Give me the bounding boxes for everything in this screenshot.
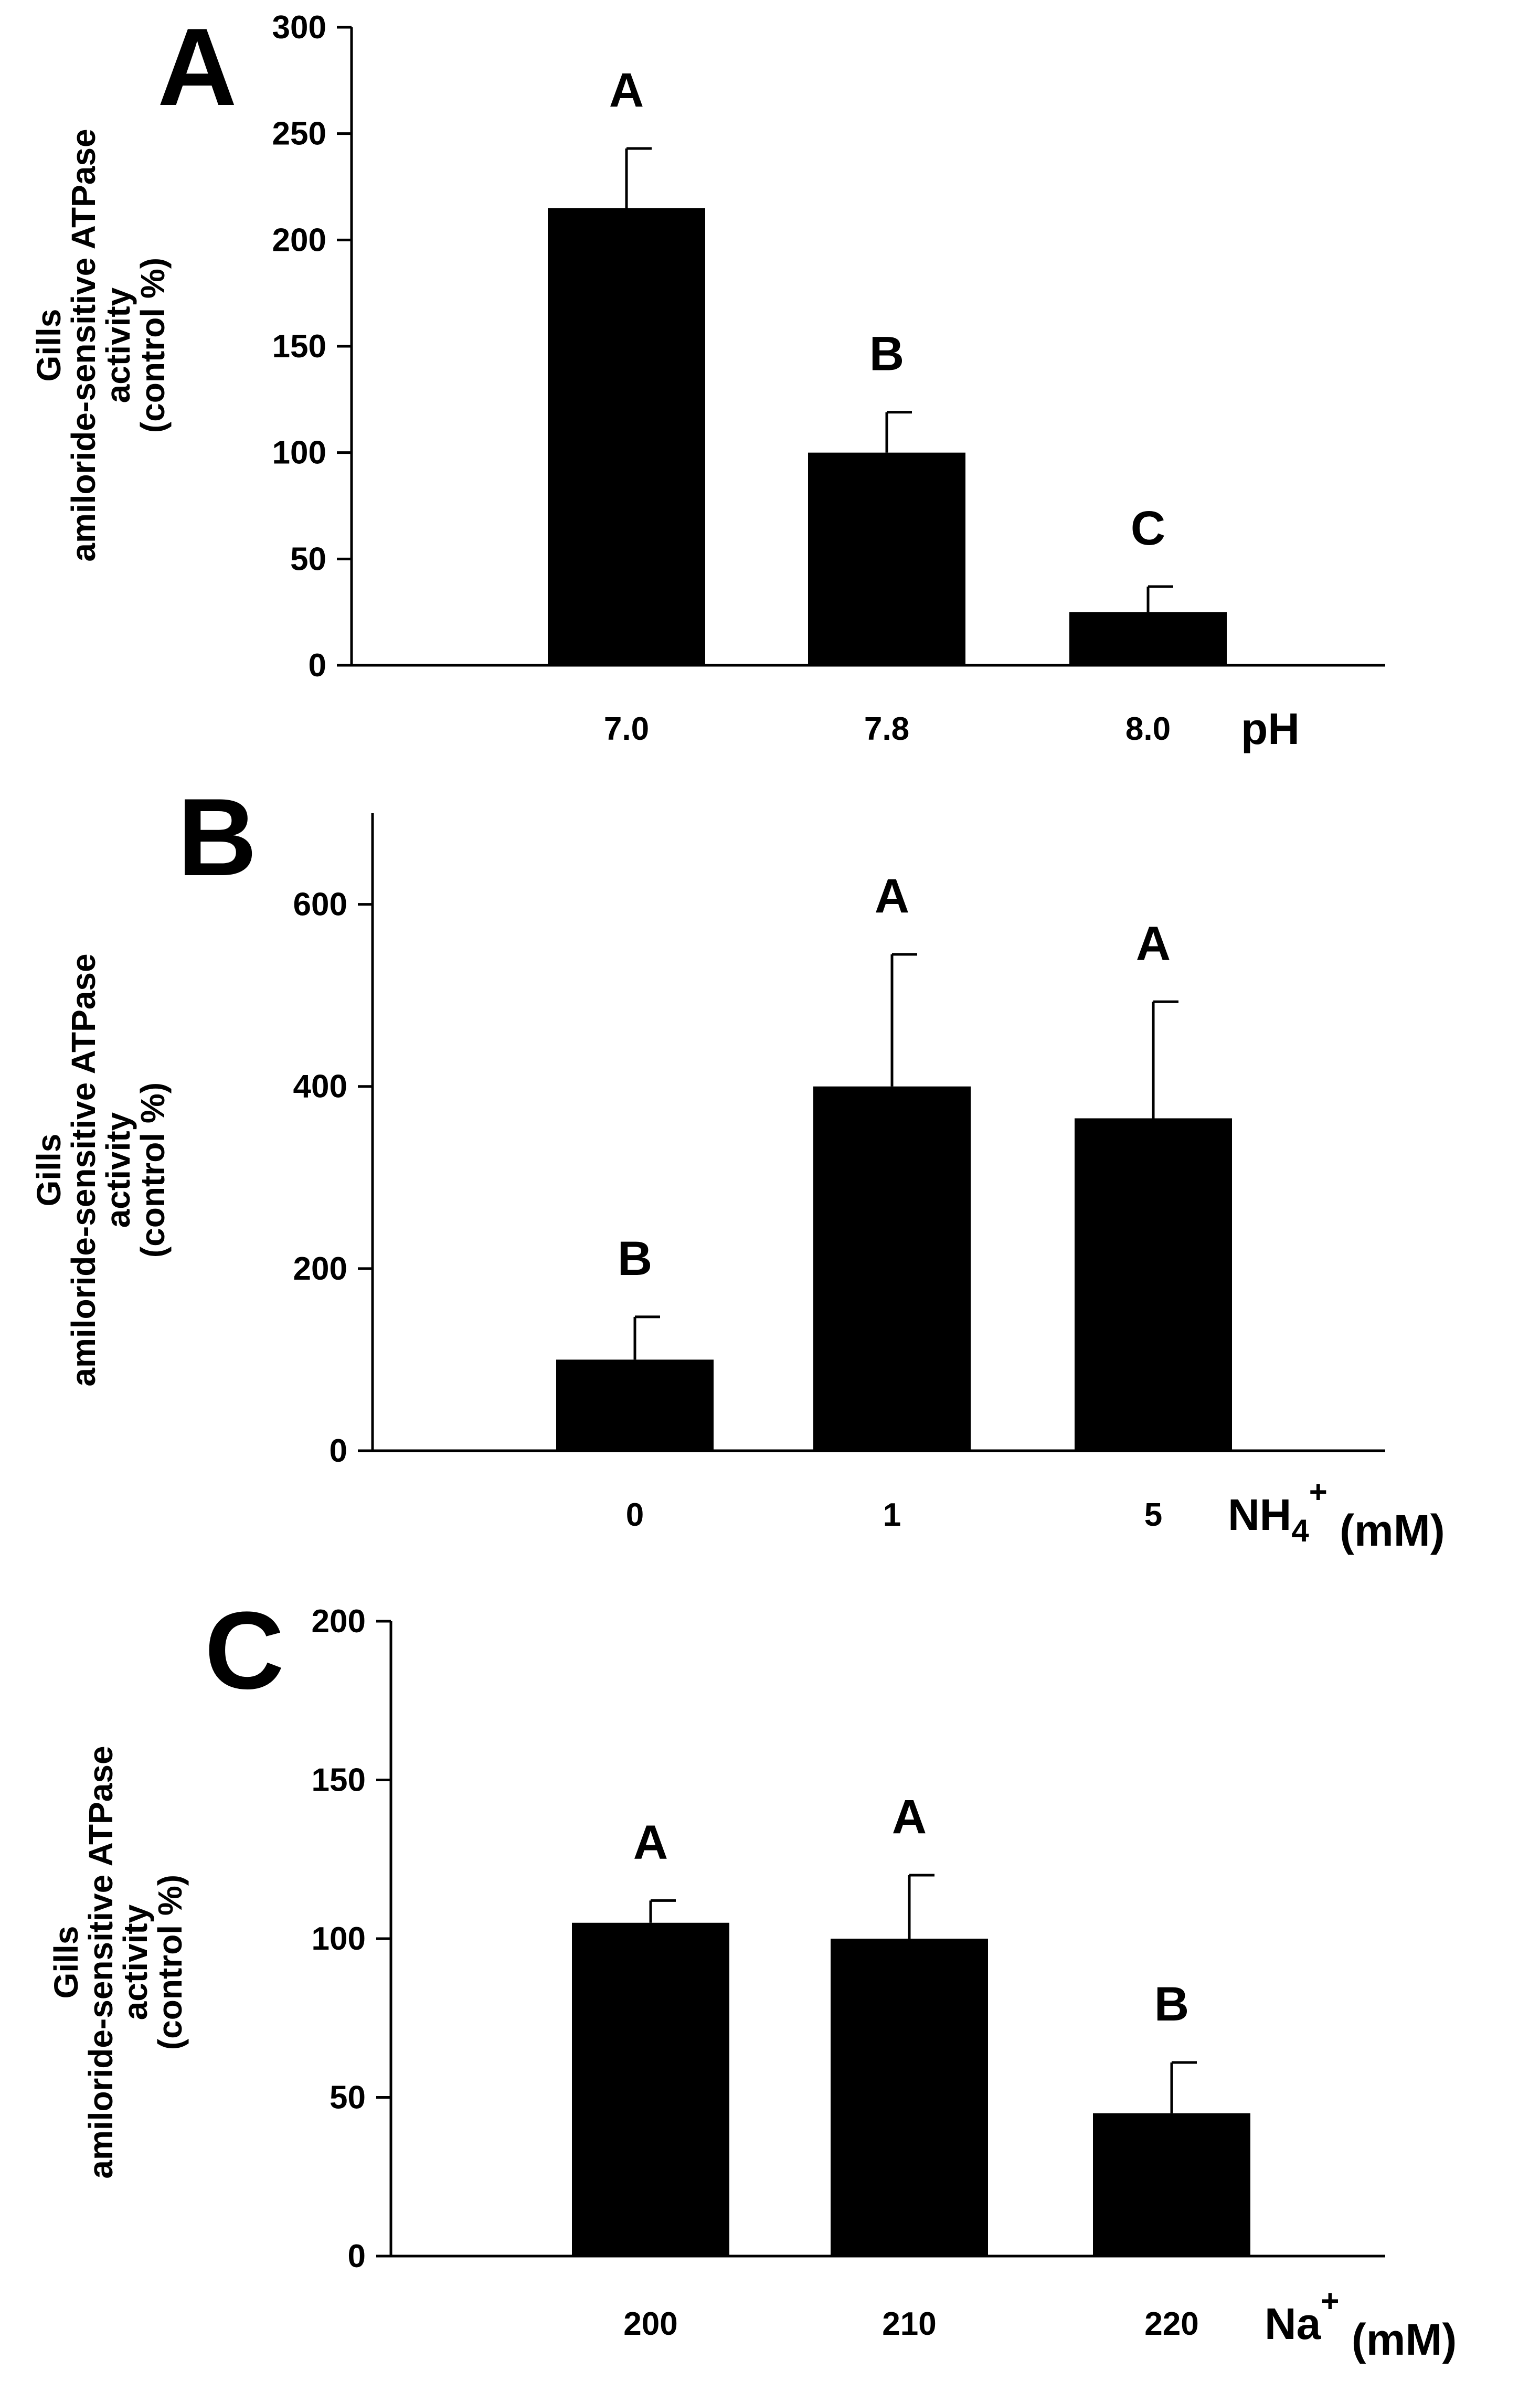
y-tick-label: 100	[272, 435, 326, 471]
panel-label: A	[157, 5, 237, 129]
x-axis-label-xlabel-sup: +	[1321, 2283, 1339, 2319]
y-tick-label: 50	[330, 2080, 366, 2116]
y-tick-label: 100	[312, 1921, 366, 1957]
y-axis-label-line: (control %)	[151, 1875, 189, 2050]
bar	[1093, 2113, 1250, 2256]
x-axis-label-xlabel: NH	[1228, 1490, 1291, 1539]
y-axis-label-line: amiloride-sensitive ATPase	[65, 953, 102, 1386]
y-axis-label: Gillsamiloride-sensitive ATPaseactivity(…	[30, 953, 172, 1386]
y-axis-label-line: Gills	[47, 1926, 85, 1999]
y-axis-label-line: amiloride-sensitive ATPase	[65, 129, 102, 561]
panel-b: 0 200 400 600 B 0 A 1 A 5 NH4+ (mM) Gillsamiloride-…	[30, 775, 1445, 1555]
significance-label: A	[1136, 917, 1171, 970]
x-tick-label: 7.8	[864, 711, 909, 747]
y-axis-label: Gillsamiloride-sensitive ATPaseactivity(…	[30, 129, 172, 561]
y-tick-label: 600	[293, 887, 347, 923]
y-tick-label: 150	[272, 328, 326, 365]
y-tick-label: 300	[272, 9, 326, 46]
x-tick-label: 5	[1144, 1497, 1162, 1533]
y-axis-label-line: activity	[99, 287, 137, 403]
x-axis-label: NH4+ (mM)	[1228, 1474, 1445, 1555]
panel-a: 0 50 100 150 200 250 300 A 7.0 B 7.8 C 8.0 pH Gillsami…	[30, 5, 1385, 753]
y-tick-label: 200	[272, 222, 326, 258]
y-axis-label-line: Gills	[30, 1134, 68, 1207]
bar	[572, 1922, 729, 2256]
x-axis-label: Na+ (mM)	[1265, 2283, 1457, 2364]
x-axis-label-xlabel-sub: 4	[1291, 1513, 1309, 1548]
x-axis-label: pH	[1241, 704, 1300, 753]
y-tick-label: 0	[348, 2238, 366, 2274]
bar	[1075, 1118, 1232, 1451]
panel-label: C	[205, 1589, 284, 1712]
bar	[548, 208, 705, 665]
y-axis-label-line: amiloride-sensitive ATPase	[82, 1746, 120, 2178]
bar	[556, 1359, 714, 1451]
x-axis-label-xlabel-suffix: (mM)	[1339, 2315, 1457, 2364]
significance-label: A	[633, 1815, 668, 1869]
y-tick-label: 250	[272, 116, 326, 152]
bar	[808, 452, 965, 665]
significance-label: A	[609, 63, 644, 117]
significance-label: A	[892, 1790, 927, 1844]
y-tick-label: 0	[330, 1433, 347, 1469]
x-axis-label-xlabel: Na	[1265, 2299, 1322, 2348]
x-tick-label: 8.0	[1125, 711, 1171, 747]
y-axis-label-line: Gills	[30, 309, 68, 382]
significance-label: A	[875, 869, 909, 923]
x-tick-label: 210	[882, 2306, 936, 2342]
y-tick-label: 150	[312, 1762, 366, 1799]
x-tick-label: 7.0	[604, 711, 649, 747]
significance-label: B	[1154, 1977, 1189, 2031]
bar	[831, 1939, 988, 2256]
significance-label: B	[618, 1232, 652, 1285]
y-tick-label: 50	[290, 541, 326, 577]
y-tick-label: 400	[293, 1069, 347, 1105]
y-tick-label: 0	[309, 647, 326, 684]
significance-label: B	[869, 327, 904, 381]
y-tick-label: 200	[312, 1603, 366, 1640]
x-tick-label: 220	[1144, 2306, 1198, 2342]
y-axis-label: Gillsamiloride-sensitive ATPaseactivity(…	[47, 1746, 189, 2178]
significance-label: C	[1131, 502, 1165, 555]
y-tick-label: 200	[293, 1251, 347, 1287]
panel-label: B	[177, 775, 257, 899]
x-axis-label-xlabel-suffix: (mM)	[1327, 1506, 1445, 1555]
x-tick-label: 0	[626, 1497, 644, 1533]
x-axis-label-xlabel: pH	[1241, 704, 1300, 753]
y-axis-label-line: activity	[99, 1112, 137, 1228]
x-axis-label-xlabel-sup: +	[1309, 1474, 1327, 1509]
x-tick-label: 1	[883, 1497, 901, 1533]
panel-c: 0 50 100 150 200 A 200 A 210 B 220 Na+ (mM) Gillsami…	[47, 1589, 1457, 2364]
bar	[1069, 612, 1227, 665]
y-axis-label-line: (control %)	[134, 1082, 172, 1258]
x-tick-label: 200	[623, 2306, 677, 2342]
bar	[813, 1086, 971, 1451]
y-axis-label-line: activity	[116, 1904, 154, 2020]
y-axis-label-line: (control %)	[134, 258, 172, 433]
